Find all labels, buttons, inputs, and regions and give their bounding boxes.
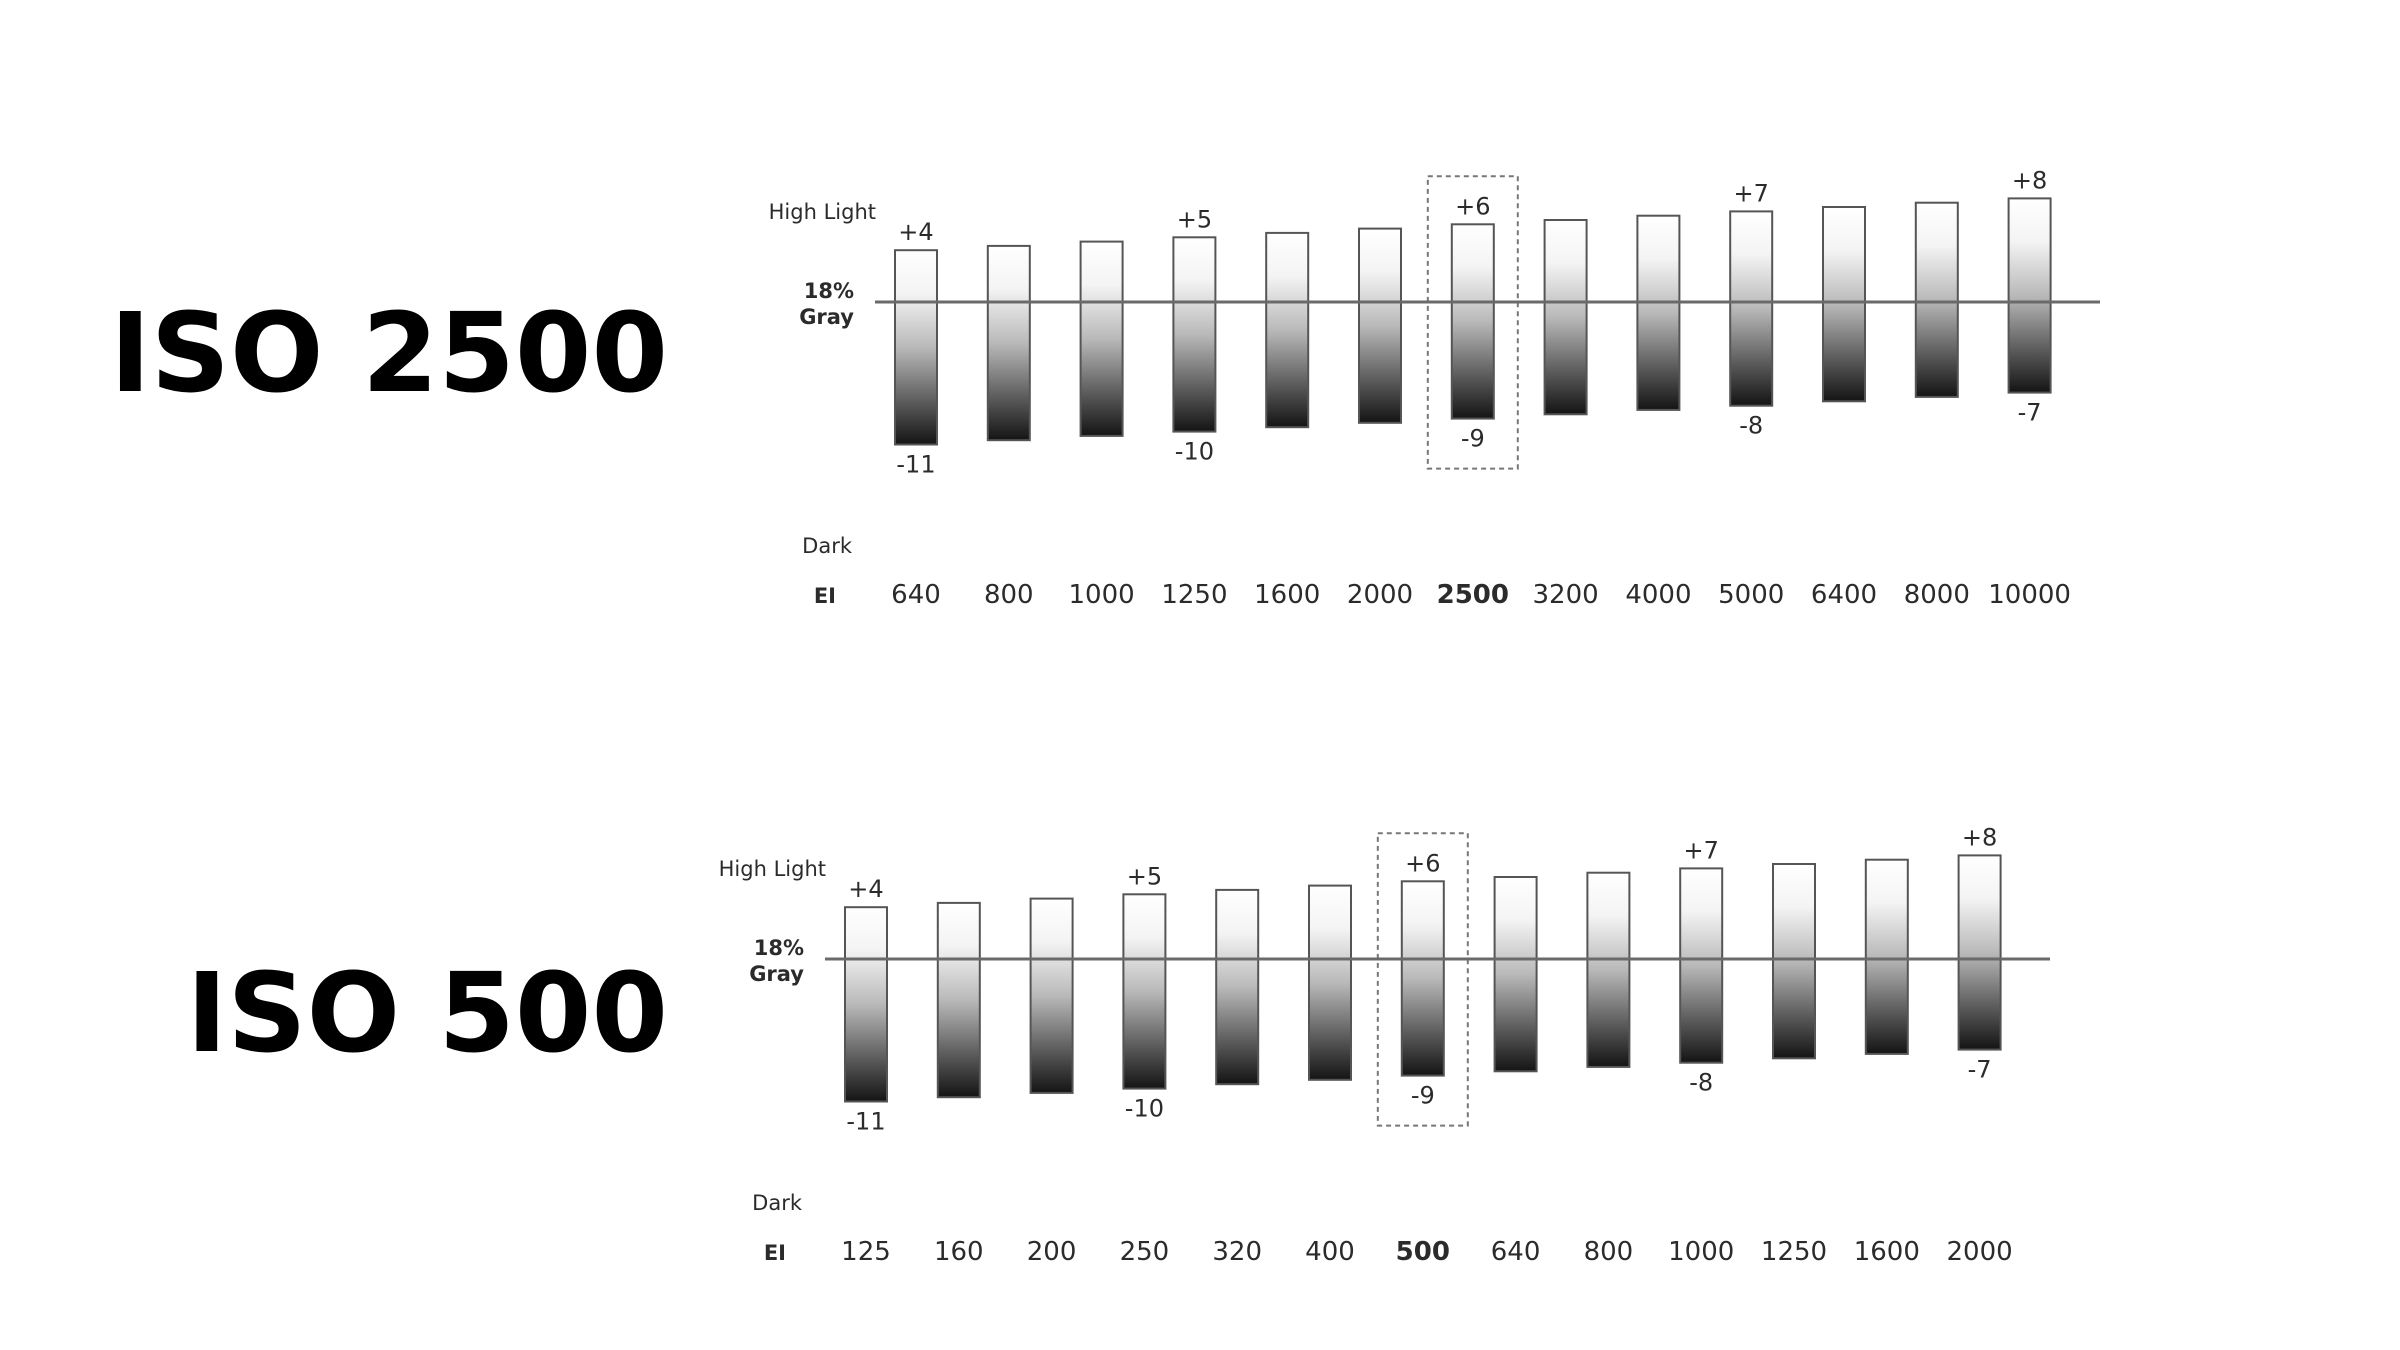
bar-ei-10000 [2007, 197, 2052, 394]
ei-tick-label: 400 [1305, 1237, 1355, 1267]
ei-tick-label: 500 [1396, 1237, 1450, 1267]
gray-label-word: Gray [749, 962, 804, 986]
top-stop-label: +5 [1177, 205, 1212, 233]
ei-tick-label: 2500 [1437, 580, 1509, 610]
top-stop-label: +4 [848, 875, 883, 903]
bottom-stop-label: -9 [1461, 425, 1485, 453]
top-stop-label: +7 [1684, 836, 1719, 864]
iso-title: ISO 500 [186, 949, 668, 1077]
bar-ei-1000 [1679, 867, 1724, 1064]
gray-label-word: Gray [799, 305, 854, 329]
bar-ei-2000 [1957, 854, 2002, 1051]
ei-tick-label: 10000 [1988, 580, 2071, 610]
ei-tick-label: 640 [891, 580, 941, 610]
ei-tick-label: 6400 [1811, 580, 1877, 610]
bottom-stop-label: -7 [1968, 1056, 1992, 1084]
bar-ei-2500 [1450, 223, 1495, 420]
selected-ei-box [1426, 175, 1519, 470]
ei-tick-label: 1250 [1761, 1237, 1827, 1267]
top-stop-label: +5 [1127, 862, 1162, 890]
ei-tick-label: 8000 [1904, 580, 1970, 610]
bottom-stop-label: -7 [2018, 399, 2042, 427]
bottom-stop-label: -8 [1689, 1069, 1713, 1097]
gray-label-percent: 18% [754, 936, 804, 960]
bottom-stop-label: -11 [846, 1107, 885, 1135]
highlight-label: High Light [719, 857, 826, 881]
bar-ei-500 [1400, 880, 1445, 1077]
exposure-latitude-chart: High Light 18% Gray Dark EI +4 -11 125 160 2… [719, 823, 2050, 1267]
bar-ei-640 [894, 249, 938, 446]
bottom-stop-label: -11 [896, 450, 935, 478]
top-stop-label: +7 [1734, 179, 1769, 207]
ei-tick-label: 2000 [1347, 580, 1413, 610]
bar-ei-1600 [1864, 858, 1909, 1055]
bottom-stop-label: -8 [1739, 412, 1763, 440]
top-stop-label: +6 [1455, 192, 1490, 220]
bar-ei-5000 [1729, 210, 1774, 407]
ei-label: EI [814, 584, 836, 608]
bar-ei-400 [1308, 884, 1352, 1081]
bar-ei-125 [844, 906, 888, 1103]
bar-ei-320 [1215, 888, 1260, 1086]
bar-ei-2000 [1358, 227, 1402, 424]
chart-panel-iso-500: ISO 500 High Light 18% Gray Dark EI +4 -1… [0, 675, 2400, 1350]
bar-ei-1250 [1172, 236, 1217, 433]
ei-tick-label: 1000 [1668, 1237, 1734, 1267]
bottom-stop-label: -10 [1175, 438, 1214, 466]
bar-ei-1600 [1265, 231, 1310, 429]
bar-ei-6400 [1822, 206, 1866, 403]
dark-label: Dark [802, 534, 853, 558]
ei-tick-label: 1000 [1069, 580, 1135, 610]
bar-ei-160 [936, 901, 981, 1099]
ei-tick-label: 4000 [1625, 580, 1691, 610]
ei-tick-label: 2000 [1947, 1237, 2013, 1267]
ei-tick-label: 640 [1491, 1237, 1541, 1267]
bar-ei-200 [1029, 897, 1074, 1094]
bar-ei-1250 [1772, 863, 1816, 1060]
bar-ei-800 [1586, 871, 1631, 1068]
chart-panel-iso-2500: ISO 2500 High Light 18% Gray Dark EI +4 -… [109, 166, 2100, 610]
ei-tick-label: 3200 [1533, 580, 1599, 610]
exposure-latitude-chart: High Light 18% Gray Dark EI +4 -11 640 800 1… [769, 166, 2100, 610]
iso-title: ISO 2500 [109, 289, 668, 417]
ei-tick-label: 200 [1027, 1237, 1077, 1267]
ei-label: EI [764, 1241, 786, 1265]
gray-label-percent: 18% [804, 279, 854, 303]
ei-tick-label: 125 [841, 1237, 891, 1267]
top-stop-label: +8 [2012, 166, 2047, 194]
bar-ei-250 [1122, 893, 1167, 1090]
ei-tick-label: 1600 [1254, 580, 1320, 610]
top-stop-label: +8 [1962, 823, 1997, 851]
top-stop-label: +6 [1405, 849, 1440, 877]
ei-tick-label: 800 [1584, 1237, 1634, 1267]
bar-ei-640 [1493, 876, 1538, 1073]
bar-ei-800 [986, 244, 1031, 442]
top-stop-label: +4 [898, 218, 933, 246]
ei-tick-label: 250 [1120, 1237, 1170, 1267]
bar-ei-3200 [1543, 219, 1588, 416]
ei-tick-label: 1600 [1854, 1237, 1920, 1267]
ei-tick-label: 1250 [1161, 580, 1227, 610]
highlight-label: High Light [769, 200, 876, 224]
bottom-stop-label: -10 [1125, 1095, 1164, 1123]
selected-ei-box [1376, 832, 1469, 1127]
bar-ei-1000 [1079, 240, 1124, 437]
ei-tick-label: 5000 [1718, 580, 1784, 610]
bottom-stop-label: -9 [1411, 1082, 1435, 1110]
ei-tick-label: 800 [984, 580, 1034, 610]
bar-ei-8000 [1914, 201, 1959, 398]
bar-ei-4000 [1636, 214, 1681, 411]
ei-tick-label: 160 [934, 1237, 984, 1267]
ei-tick-label: 320 [1212, 1237, 1262, 1267]
dark-label: Dark [752, 1191, 803, 1215]
